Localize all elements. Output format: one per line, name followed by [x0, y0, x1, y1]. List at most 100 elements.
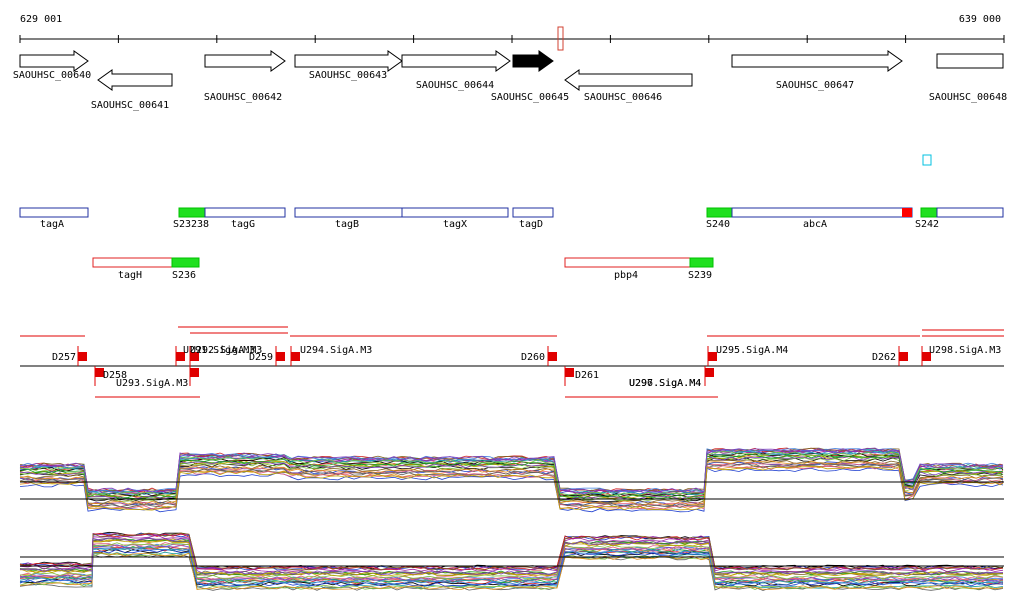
- promoter-label: U293.SigA.M3: [116, 378, 188, 389]
- feature-label: tagX: [443, 219, 467, 230]
- feature-label: S239: [688, 270, 712, 281]
- promoter-label: D261: [575, 370, 599, 381]
- expression-line: [19, 467, 1004, 513]
- expression-line: [19, 539, 1004, 577]
- expression-line: [19, 532, 1004, 571]
- feature-box: [171, 257, 200, 268]
- promoter-label: D257: [52, 352, 76, 363]
- expression-line: [19, 542, 1004, 580]
- ruler-start: 629 001: [20, 14, 62, 25]
- promoter-label: U295.SigA.M4: [716, 345, 788, 356]
- expression-line: [19, 545, 1004, 583]
- expression-line: [19, 462, 1004, 508]
- gene-arrow: [564, 69, 693, 91]
- feature-box: [512, 207, 554, 218]
- gene-label: SAOUHSC_00648: [929, 92, 1007, 103]
- expression-line: [19, 547, 1004, 586]
- promoter-label: U297.SigA.M4: [629, 378, 701, 389]
- expression-line: [19, 532, 1004, 571]
- feature-box: [920, 207, 938, 218]
- expression-line: [19, 552, 1004, 591]
- expression-line: [19, 537, 1004, 575]
- promoter-flag: [565, 368, 574, 377]
- ruler-end: 639 000: [959, 14, 1001, 25]
- promoter-label: D260: [521, 352, 545, 363]
- feature-label: S236: [172, 270, 196, 281]
- expression-line: [20, 447, 1004, 493]
- feature-box: [689, 257, 714, 268]
- feature-label: S242: [915, 219, 939, 230]
- expression-line: [19, 542, 1004, 580]
- promoter-label: D259: [249, 352, 273, 363]
- feature-box: [706, 207, 733, 218]
- feature-box: [204, 207, 286, 218]
- feature-box: [178, 207, 206, 218]
- gene-label: SAOUHSC_00643: [309, 70, 387, 81]
- promoter-label: U292.SigA.M3: [190, 345, 262, 356]
- promoter-flag: [176, 352, 185, 361]
- expression-line: [19, 460, 1004, 506]
- ruler-marker: [557, 26, 564, 51]
- promoter-label: U291.SigA.M3: [183, 345, 255, 356]
- feature-label: S23238: [173, 219, 209, 230]
- expression-line: [19, 448, 1004, 493]
- promoter-flag: [899, 352, 908, 361]
- expression-line: [19, 531, 1004, 570]
- feature-end: [902, 208, 912, 217]
- promoter-flag: [190, 368, 199, 377]
- feature-label: tagA: [40, 219, 64, 230]
- feature-label: tagB: [335, 219, 359, 230]
- gene-label: SAOUHSC_00647: [776, 80, 854, 91]
- promoter-label: U296.SigA.M4: [629, 378, 701, 389]
- gene-arrow: [401, 50, 511, 72]
- gene-label: SAOUHSC_00641: [91, 100, 169, 111]
- feature-label: S240: [706, 219, 730, 230]
- promoter-flag: [276, 352, 285, 361]
- gene-arrow: [294, 50, 403, 72]
- feature-box: [401, 207, 509, 218]
- feature-box: [731, 207, 913, 218]
- gene-arrow: [936, 53, 1004, 69]
- gene-arrow: [204, 50, 286, 72]
- expression-line: [19, 537, 1004, 576]
- promoter-flag: [291, 352, 300, 361]
- gene-arrow: [19, 50, 89, 72]
- feature-box: [936, 207, 1004, 218]
- promoter-flag: [190, 352, 199, 361]
- promoter-label: U298.SigA.M3: [929, 345, 1001, 356]
- expression-line: [19, 534, 1004, 573]
- feature-box: [92, 257, 173, 268]
- gene-label: SAOUHSC_00642: [204, 92, 282, 103]
- feature-box: [19, 207, 89, 218]
- feature-label: tagG: [231, 219, 255, 230]
- gene-label: SAOUHSC_00645: [491, 92, 569, 103]
- gene-label: SAOUHSC_00640: [13, 70, 91, 81]
- promoter-label: D258: [103, 370, 127, 381]
- feature-label: abcA: [803, 219, 827, 230]
- gene-arrow: [97, 69, 173, 91]
- expression-tracks: [19, 447, 1004, 591]
- promoter-label: U294.SigA.M3: [300, 345, 372, 356]
- feature-label: tagH: [118, 270, 142, 281]
- promoter-label: D262: [872, 352, 896, 363]
- gene-arrow: [731, 50, 903, 72]
- promoter-flag: [95, 368, 104, 377]
- promoter-flag: [708, 352, 717, 361]
- expression-line: [19, 465, 1004, 511]
- feature-label: tagD: [519, 219, 543, 230]
- promoter-flag: [78, 352, 87, 361]
- promoter-flag: [548, 352, 557, 361]
- feature-label: pbp4: [614, 270, 638, 281]
- promoter-flag: [922, 352, 931, 361]
- feature-box: [564, 257, 691, 268]
- promoter-flag: [705, 368, 714, 377]
- gene-label: SAOUHSC_00646: [584, 92, 662, 103]
- cursor-box: [922, 154, 932, 166]
- gene-label: SAOUHSC_00644: [416, 80, 494, 91]
- gene-arrow: [512, 50, 554, 72]
- expression-line: [19, 532, 1004, 571]
- expression-line: [19, 546, 1004, 584]
- expression-line: [19, 548, 1004, 587]
- feature-box: [294, 207, 403, 218]
